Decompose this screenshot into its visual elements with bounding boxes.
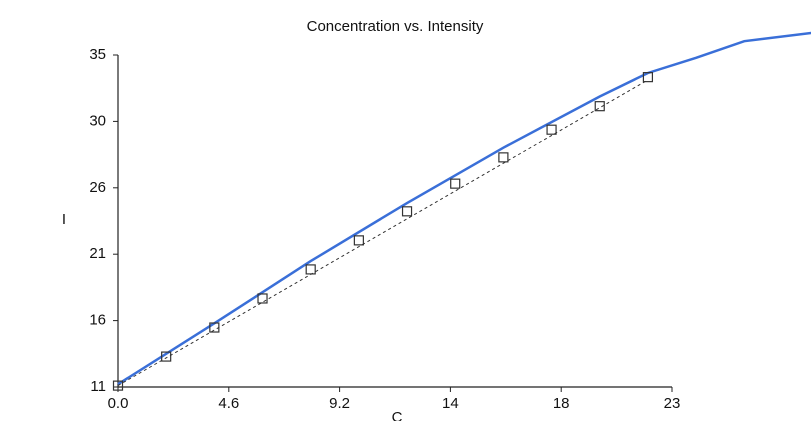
x-axis-label: C <box>392 409 403 421</box>
fit-curve <box>117 31 811 386</box>
y-tick-label: 30 <box>89 112 106 129</box>
y-tick-label: 26 <box>89 179 106 196</box>
data-point <box>257 293 268 304</box>
x-tick-label: 4.6 <box>218 395 239 412</box>
x-tick-label: 0.0 <box>108 395 129 412</box>
data-point <box>401 206 413 217</box>
y-tick-label: 11 <box>90 378 106 395</box>
y-tick-label: 21 <box>89 245 106 262</box>
data-point <box>498 152 509 163</box>
data-point <box>161 351 172 362</box>
trend-line <box>117 79 649 387</box>
y-axis-label: I <box>62 211 66 228</box>
data-point <box>305 264 316 275</box>
data-point <box>642 72 654 83</box>
data-point <box>594 101 605 112</box>
data-point <box>353 235 364 246</box>
data-point <box>450 178 461 189</box>
data-point <box>546 124 557 135</box>
chart-title: Concentration vs. Intensity <box>307 18 484 35</box>
data-point <box>209 322 220 333</box>
x-tick-label: 23 <box>664 395 681 412</box>
x-tick-label: 18 <box>553 395 570 412</box>
y-tick-label: 16 <box>89 312 106 329</box>
x-tick-label: 9.2 <box>329 395 350 412</box>
y-tick-label: 35 <box>89 46 106 63</box>
data-point <box>112 380 124 391</box>
x-tick-label: 14 <box>442 395 459 412</box>
